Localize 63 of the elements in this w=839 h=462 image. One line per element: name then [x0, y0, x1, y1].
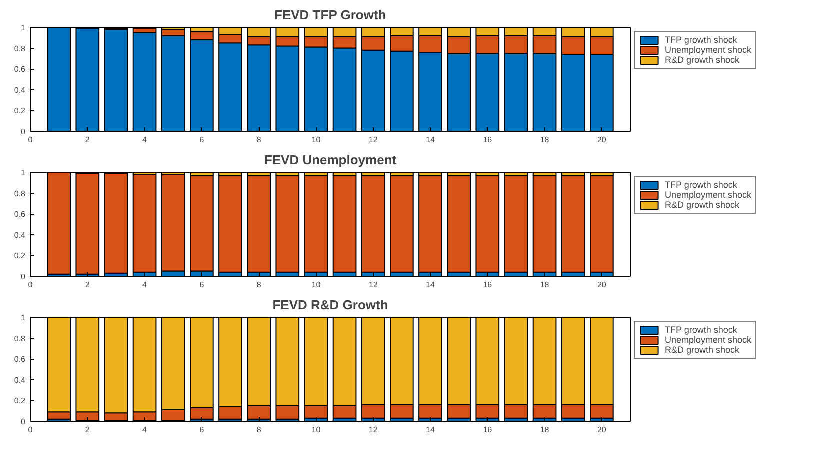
y-tick-label: 1	[21, 168, 26, 178]
x-tick-label: 20	[597, 136, 607, 144]
y-tick-label: 0.6	[14, 355, 26, 364]
x-tick-label: 16	[483, 280, 493, 290]
x-tick-label: 0	[28, 280, 34, 290]
legend-label: Unemployment shock	[665, 190, 752, 200]
x-tick-label: 8	[256, 280, 262, 290]
x-tick-label: 16	[483, 136, 493, 144]
x-tick-label: 4	[142, 280, 148, 290]
x-tick-label: 0	[28, 136, 34, 144]
x-tick-label: 18	[540, 280, 550, 290]
y-tick-label: 0.6	[14, 65, 26, 74]
x-tick-label: 6	[200, 280, 205, 290]
y-tick-label: 1	[21, 24, 26, 32]
x-tick-label: 4	[142, 426, 148, 434]
chart-title: FEVD Unemployment	[264, 152, 398, 168]
y-tick-label: 0.6	[14, 210, 26, 220]
x-tick-label: 18	[540, 426, 550, 434]
y-tick-label: 0.8	[14, 44, 26, 54]
x-tick-label: 4	[142, 136, 148, 144]
x-tick-label: 14	[426, 280, 436, 290]
y-tick-label: 0.2	[14, 396, 26, 406]
legend-label: TFP growth shock	[665, 325, 738, 335]
x-tick-label: 10	[312, 280, 322, 290]
x-tick-label: 20	[597, 280, 607, 290]
x-tick-label: 16	[483, 426, 493, 434]
y-tick-label: 1	[21, 314, 26, 322]
x-tick-label: 0	[28, 426, 34, 434]
chart-title: FEVD R&D Growth	[272, 298, 388, 312]
y-tick-label: 0.4	[14, 86, 26, 95]
legend-label: Unemployment shock	[665, 45, 752, 55]
legend-label: R&D growth shock	[665, 200, 740, 210]
legend-label: TFP growth shock	[665, 180, 738, 190]
legend-label: TFP growth shock	[665, 35, 738, 45]
y-tick-label: 0.2	[14, 252, 26, 261]
x-tick-label: 10	[312, 136, 322, 144]
x-tick-label: 12	[368, 426, 378, 434]
y-tick-label: 0	[21, 418, 26, 426]
y-tick-label: 0.4	[14, 376, 26, 385]
x-tick-label: 12	[368, 136, 378, 144]
x-tick-label: 14	[426, 136, 436, 144]
y-tick-label: 0.8	[14, 189, 26, 198]
x-tick-label: 20	[597, 426, 607, 434]
x-tick-label: 12	[368, 280, 378, 290]
x-tick-label: 10	[312, 426, 322, 434]
y-tick-label: 0.2	[14, 106, 26, 116]
chart-title: FEVD TFP Growth	[274, 8, 386, 22]
x-tick-label: 6	[200, 426, 205, 434]
x-tick-label: 2	[85, 426, 90, 434]
y-tick-label: 0	[21, 272, 26, 282]
x-tick-label: 2	[85, 136, 90, 144]
x-tick-label: 18	[540, 136, 550, 144]
x-tick-label: 8	[256, 136, 262, 144]
legend-label: R&D growth shock	[665, 345, 740, 355]
y-tick-label: 0.4	[14, 230, 26, 240]
x-tick-label: 8	[256, 426, 262, 434]
legend-label: Unemployment shock	[665, 335, 752, 345]
y-tick-label: 0	[21, 128, 26, 136]
y-tick-label: 0.8	[14, 334, 26, 344]
x-tick-label: 2	[85, 280, 90, 290]
x-tick-label: 14	[426, 426, 436, 434]
x-tick-label: 6	[200, 136, 205, 144]
legend-label: R&D growth shock	[665, 55, 740, 65]
